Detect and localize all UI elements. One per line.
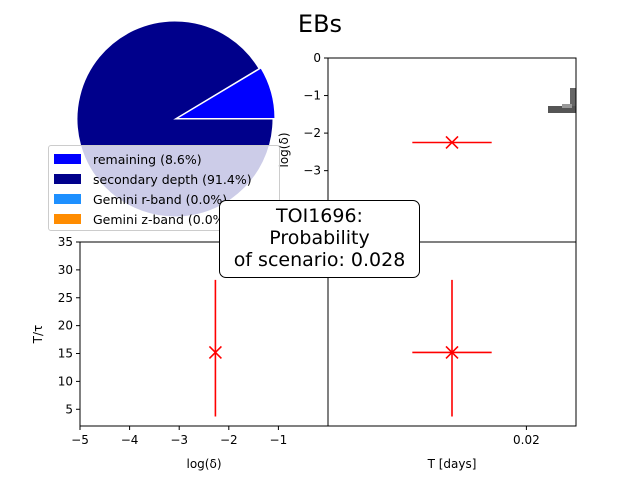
xticks-bottom-right: 0.02	[513, 426, 540, 447]
ytick-label: −3	[303, 164, 321, 178]
xtick-label: −3	[170, 433, 188, 447]
annotation-line: of scenario: 0.028	[233, 249, 406, 271]
ticks-bottom-left: −5 −4 −3 −2 −1 5 10 15 20 25 30 35	[58, 235, 288, 447]
ytick-label: −2	[303, 126, 321, 140]
xlabel-bottom-right: T [days]	[427, 457, 477, 471]
probability-annotation: TOI1696: Probability of scenario: 0.028	[219, 200, 420, 278]
panel-bottom-right: 0.02 T [days]	[327, 241, 577, 471]
pie-legend: remaining (8.6%) secondary depth (91.4%)…	[48, 145, 280, 231]
heatmap-cell	[570, 88, 576, 106]
marker-x	[445, 345, 459, 359]
legend-label: remaining (8.6%)	[93, 151, 202, 167]
ylabel-bottom-left: T/τ	[31, 325, 45, 345]
legend-item: Gemini z-band (0.0%)	[54, 211, 229, 227]
legend-swatch	[54, 174, 81, 184]
ytick-label: 35	[58, 235, 73, 249]
yticks-top-right: 0 −1 −2 −3	[303, 51, 328, 178]
axes-frame-bottom-right	[327, 241, 577, 427]
heatmap-cell	[562, 104, 572, 108]
legend-swatch	[54, 194, 81, 204]
ytick-label: −1	[303, 89, 321, 103]
legend-swatch	[54, 154, 81, 164]
marker-x	[445, 135, 459, 150]
pie-slice	[175, 67, 276, 119]
ytick-label: 10	[58, 374, 73, 388]
xtick-label: −2	[220, 433, 238, 447]
annotation-line: Probability	[269, 227, 370, 249]
ytick-label: 30	[58, 263, 73, 277]
xtick-label: −4	[121, 433, 139, 447]
legend-item: secondary depth (91.4%)	[54, 171, 252, 187]
annotation-line: TOI1696:	[276, 205, 363, 227]
heatmap-cell	[548, 106, 576, 113]
xtick-label: −5	[71, 433, 89, 447]
ytick-label: 0	[313, 51, 321, 65]
panel-bottom-left: −5 −4 −3 −2 −1 5 10 15 20 25 30 35 log(δ) T/τ	[31, 235, 329, 471]
ytick-label: 15	[58, 347, 73, 361]
xtick-label: −1	[270, 433, 288, 447]
points-top-right	[412, 135, 492, 150]
legend-item: Gemini r-band (0.0%)	[54, 191, 227, 207]
legend-label: Gemini z-band (0.0%)	[93, 211, 230, 227]
ytick-label: 5	[65, 402, 73, 416]
ytick-label: 20	[58, 319, 73, 333]
ylabel-top-right: log(δ)	[277, 133, 291, 168]
heatmap-fragment	[548, 88, 576, 113]
figure-title: EBs	[298, 10, 342, 38]
legend-item: remaining (8.6%)	[54, 151, 202, 167]
points-bottom-left	[208, 279, 222, 417]
points-bottom-right	[412, 279, 492, 417]
ytick-label: 25	[58, 291, 73, 305]
legend-label: secondary depth (91.4%)	[93, 171, 252, 187]
xlabel-bottom-left: log(δ)	[187, 457, 222, 471]
marker-x	[208, 345, 222, 359]
legend-label: Gemini r-band (0.0%)	[93, 191, 228, 207]
xtick-label: 0.02	[513, 433, 540, 447]
legend-swatch	[54, 214, 81, 224]
